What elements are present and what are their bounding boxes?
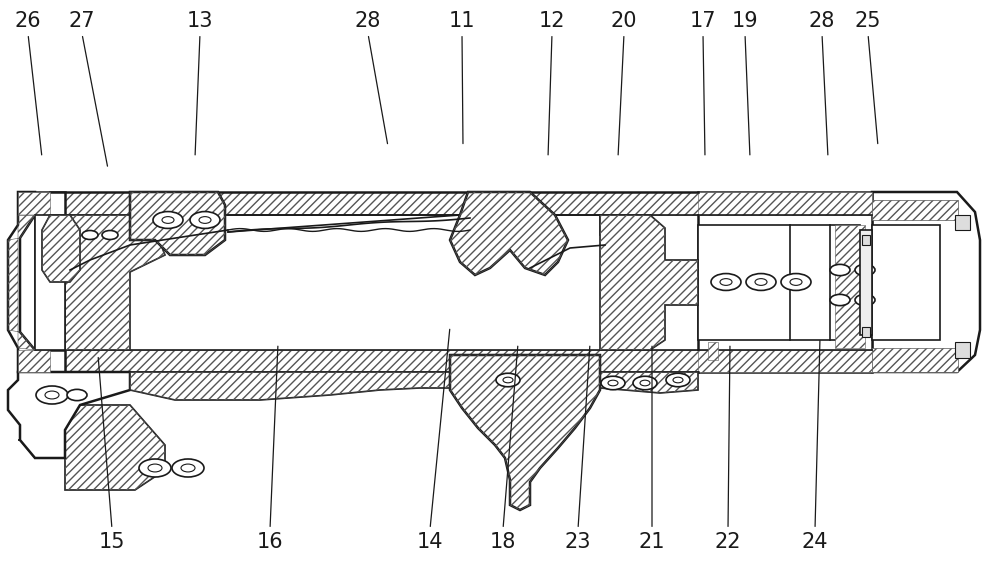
- Text: 20: 20: [611, 11, 637, 32]
- Text: 15: 15: [99, 531, 125, 552]
- Circle shape: [781, 274, 811, 291]
- Bar: [862, 327, 870, 337]
- Bar: [708, 342, 718, 360]
- Circle shape: [666, 373, 690, 387]
- Circle shape: [746, 274, 776, 291]
- Text: 11: 11: [449, 11, 475, 32]
- Polygon shape: [8, 192, 35, 372]
- Polygon shape: [8, 372, 130, 458]
- Circle shape: [673, 377, 683, 383]
- Polygon shape: [18, 405, 165, 490]
- Polygon shape: [130, 192, 225, 255]
- Text: 27: 27: [69, 11, 95, 32]
- Bar: [872, 200, 958, 220]
- Circle shape: [720, 279, 732, 285]
- Bar: [35, 215, 65, 350]
- Circle shape: [855, 265, 875, 276]
- Circle shape: [172, 459, 204, 477]
- Polygon shape: [600, 372, 698, 393]
- Bar: [860, 230, 872, 335]
- Circle shape: [199, 217, 211, 224]
- Circle shape: [601, 376, 625, 390]
- Polygon shape: [872, 192, 980, 372]
- Circle shape: [67, 390, 87, 401]
- Text: 17: 17: [690, 11, 716, 32]
- Circle shape: [162, 217, 174, 224]
- Bar: [50, 350, 700, 372]
- Circle shape: [830, 294, 850, 306]
- Text: 23: 23: [565, 531, 591, 552]
- Circle shape: [148, 464, 162, 472]
- Text: 16: 16: [257, 531, 283, 552]
- Text: 19: 19: [732, 11, 758, 32]
- Text: 21: 21: [639, 531, 665, 552]
- Circle shape: [36, 386, 68, 404]
- Circle shape: [139, 459, 171, 477]
- Polygon shape: [42, 215, 80, 282]
- Circle shape: [190, 212, 220, 229]
- Circle shape: [855, 294, 875, 306]
- Polygon shape: [600, 215, 698, 350]
- Bar: [698, 350, 872, 372]
- Bar: [50, 192, 700, 215]
- Text: 12: 12: [539, 11, 565, 32]
- Circle shape: [496, 373, 520, 387]
- Circle shape: [790, 279, 802, 285]
- Text: 22: 22: [715, 531, 741, 552]
- Text: 18: 18: [490, 531, 516, 552]
- Circle shape: [755, 279, 767, 285]
- Circle shape: [102, 230, 118, 239]
- Polygon shape: [450, 355, 600, 510]
- Text: 14: 14: [417, 531, 443, 552]
- Circle shape: [153, 212, 183, 229]
- Bar: [872, 348, 958, 372]
- Bar: [872, 225, 940, 340]
- Bar: [835, 225, 865, 348]
- Circle shape: [503, 377, 513, 383]
- Circle shape: [45, 391, 59, 399]
- Polygon shape: [130, 372, 450, 400]
- Text: 26: 26: [15, 11, 41, 32]
- Bar: [955, 342, 970, 358]
- Bar: [18, 192, 50, 215]
- Circle shape: [830, 265, 850, 276]
- Text: 25: 25: [855, 11, 881, 32]
- Bar: [862, 235, 870, 245]
- Circle shape: [181, 464, 195, 472]
- Bar: [50, 215, 698, 350]
- Circle shape: [633, 376, 657, 390]
- Circle shape: [640, 380, 650, 386]
- Bar: [698, 225, 860, 340]
- Bar: [955, 215, 970, 230]
- Polygon shape: [65, 215, 165, 350]
- Circle shape: [82, 230, 98, 239]
- Bar: [18, 350, 50, 372]
- Text: 28: 28: [355, 11, 381, 32]
- Polygon shape: [450, 192, 568, 275]
- Circle shape: [711, 274, 741, 291]
- Text: 28: 28: [809, 11, 835, 32]
- Text: 13: 13: [187, 11, 213, 32]
- Text: 24: 24: [802, 531, 828, 552]
- Polygon shape: [18, 192, 65, 372]
- Bar: [698, 192, 872, 215]
- Polygon shape: [698, 192, 872, 372]
- Circle shape: [608, 380, 618, 386]
